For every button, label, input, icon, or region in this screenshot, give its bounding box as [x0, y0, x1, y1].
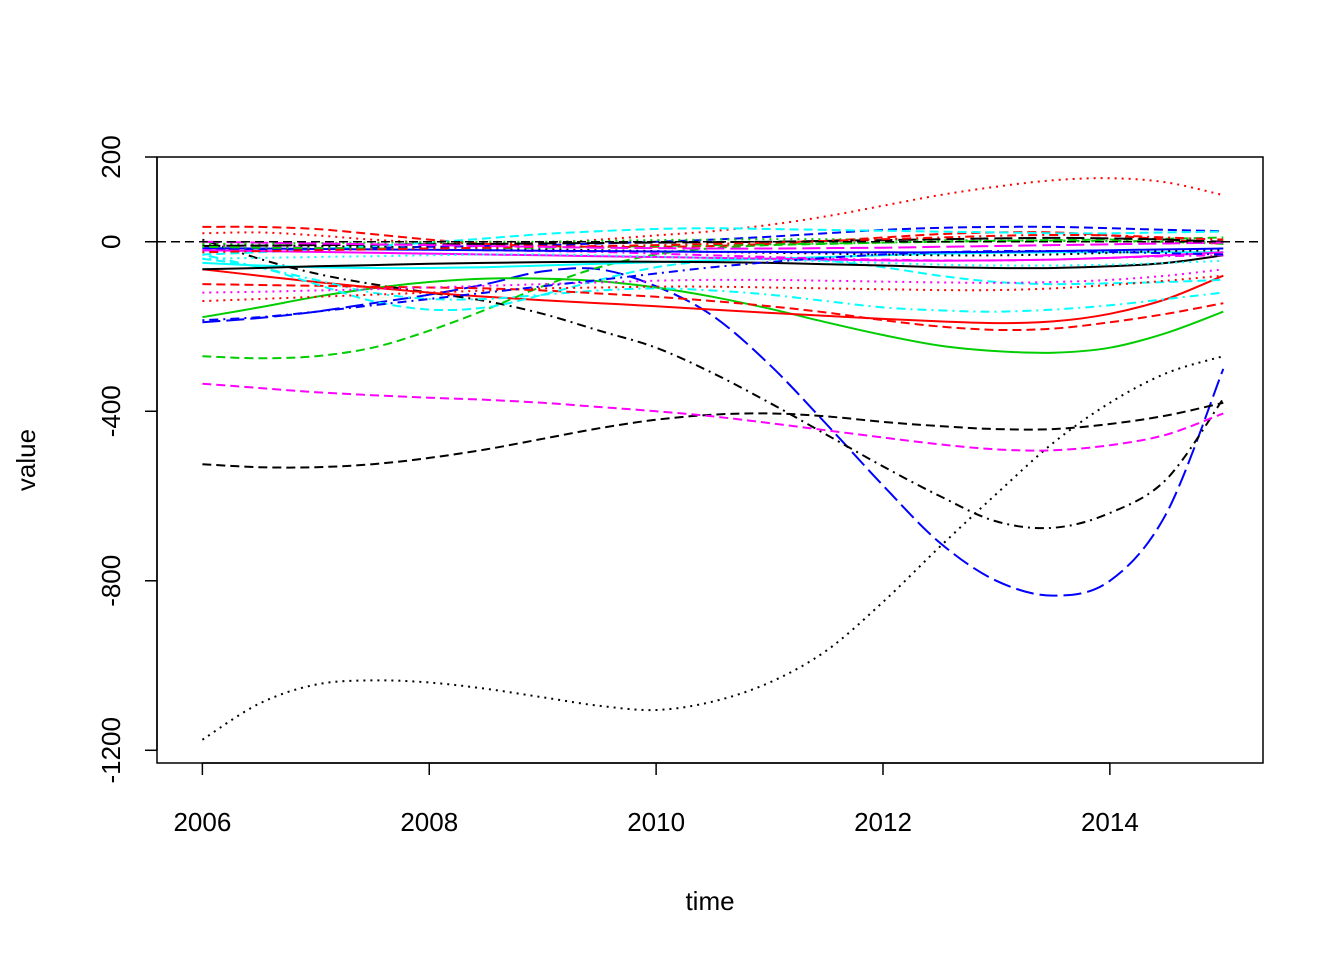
- series-line-9: [202, 253, 1224, 313]
- series-line-28: [202, 233, 1224, 254]
- y-tick-label: -400: [96, 385, 126, 437]
- x-axis: 2006 2008 2010 2012 2014: [173, 762, 1139, 837]
- series-line-10: [202, 283, 1224, 332]
- x-tick-label: 2008: [400, 807, 458, 837]
- y-tick-label: -800: [96, 555, 126, 607]
- series-line-15: [202, 225, 1224, 252]
- series-line-23: [202, 249, 1224, 262]
- series-line-2: [202, 267, 1225, 597]
- y-axis: 200 0 -400 -800 -1200: [96, 135, 158, 784]
- y-tick-label: 0: [96, 235, 126, 249]
- series-line-5: [202, 382, 1224, 452]
- y-tick-label: -1200: [96, 717, 126, 784]
- series-layer: [201, 177, 1225, 741]
- y-tick-label: 200: [96, 135, 126, 178]
- series-line-1: [201, 355, 1224, 741]
- series-line-3: [202, 238, 1225, 530]
- x-tick-label: 2012: [854, 807, 912, 837]
- series-line-18: [202, 227, 1224, 256]
- y-axis-title: value: [11, 429, 41, 491]
- series-line-30: [202, 240, 1224, 250]
- x-axis-title: time: [685, 886, 734, 916]
- x-tick-label: 2010: [627, 807, 685, 837]
- series-line-4: [202, 401, 1224, 469]
- x-tick-label: 2006: [173, 807, 231, 837]
- series-line-27: [202, 239, 1224, 250]
- series-line-12: [202, 177, 1224, 245]
- series-line-16: [202, 225, 1224, 248]
- series-line-25: [202, 249, 1224, 322]
- series-line-14: [202, 254, 1224, 271]
- series-line-6: [202, 236, 1224, 360]
- series-line-13: [202, 251, 1224, 270]
- x-tick-label: 2014: [1081, 807, 1139, 837]
